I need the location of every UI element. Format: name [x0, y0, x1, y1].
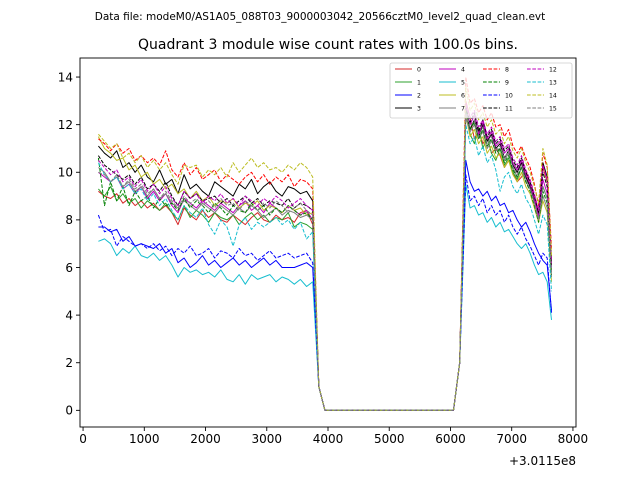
y-tick-label: 8	[65, 213, 73, 227]
y-tick-label: 12	[58, 118, 73, 132]
series-line-3	[98, 109, 552, 411]
legend-label-4: 4	[461, 66, 465, 73]
x-tick-label: 6000	[435, 432, 466, 446]
series-line-13	[97, 124, 552, 411]
legend-label-10: 10	[505, 92, 513, 99]
legend-label-12: 12	[549, 66, 557, 73]
series-line-6	[97, 114, 552, 411]
plot-lines	[97, 76, 552, 411]
series-line-7	[98, 117, 552, 411]
legend-label-13: 13	[549, 79, 557, 86]
x-tick-label: 3000	[251, 432, 282, 446]
legend-label-15: 15	[549, 105, 557, 112]
series-line-1	[98, 112, 552, 411]
x-tick-label: 8000	[558, 432, 589, 446]
x-axis: 0 1000 2000 3000 4000 5000 6000 7000 8000	[79, 427, 588, 446]
y-tick-label: 2	[65, 356, 73, 370]
y-tick-label: 10	[58, 166, 73, 180]
x-tick-label: 5000	[374, 432, 405, 446]
y-tick-label: 0	[65, 404, 73, 418]
y-tick-label: 14	[58, 70, 73, 84]
legend-label-11: 11	[505, 105, 513, 112]
legend-label-6: 6	[461, 92, 465, 99]
x-tick-label: 2000	[190, 432, 221, 446]
chart-title: Quadrant 3 module wise count rates with …	[138, 37, 518, 53]
legend-label-14: 14	[549, 92, 557, 99]
series-line-15	[98, 112, 552, 411]
y-tick-label: 4	[65, 308, 73, 322]
series-line-12	[98, 102, 552, 411]
series-line-10	[97, 174, 552, 411]
x-tick-label: 0	[79, 432, 87, 446]
series-line-2	[98, 159, 552, 411]
x-tick-label: 4000	[313, 432, 344, 446]
legend-label-2: 2	[417, 92, 421, 99]
legend-label-9: 9	[505, 79, 509, 86]
series-line-14	[98, 86, 552, 411]
chart-suptitle: Data file: modeM0/AS1A05_088T03_90000030…	[95, 11, 546, 23]
legend-label-7: 7	[461, 105, 465, 112]
legend-label-0: 0	[417, 66, 421, 73]
legend-label-3: 3	[417, 105, 421, 112]
legend-label-5: 5	[461, 79, 465, 86]
legend-label-8: 8	[505, 66, 509, 73]
legend-frame	[389, 62, 573, 119]
series-line-5	[98, 183, 552, 411]
legend-label-1: 1	[417, 79, 421, 86]
y-tick-label: 6	[65, 261, 73, 275]
series-line-9	[97, 109, 552, 411]
x-tick-label: 1000	[129, 432, 160, 446]
y-axis: 0 2 4 6 8 10 12 14	[58, 70, 80, 418]
x-tick-label: 7000	[496, 432, 527, 446]
x-offset-label: +3.0115e8	[509, 454, 576, 468]
